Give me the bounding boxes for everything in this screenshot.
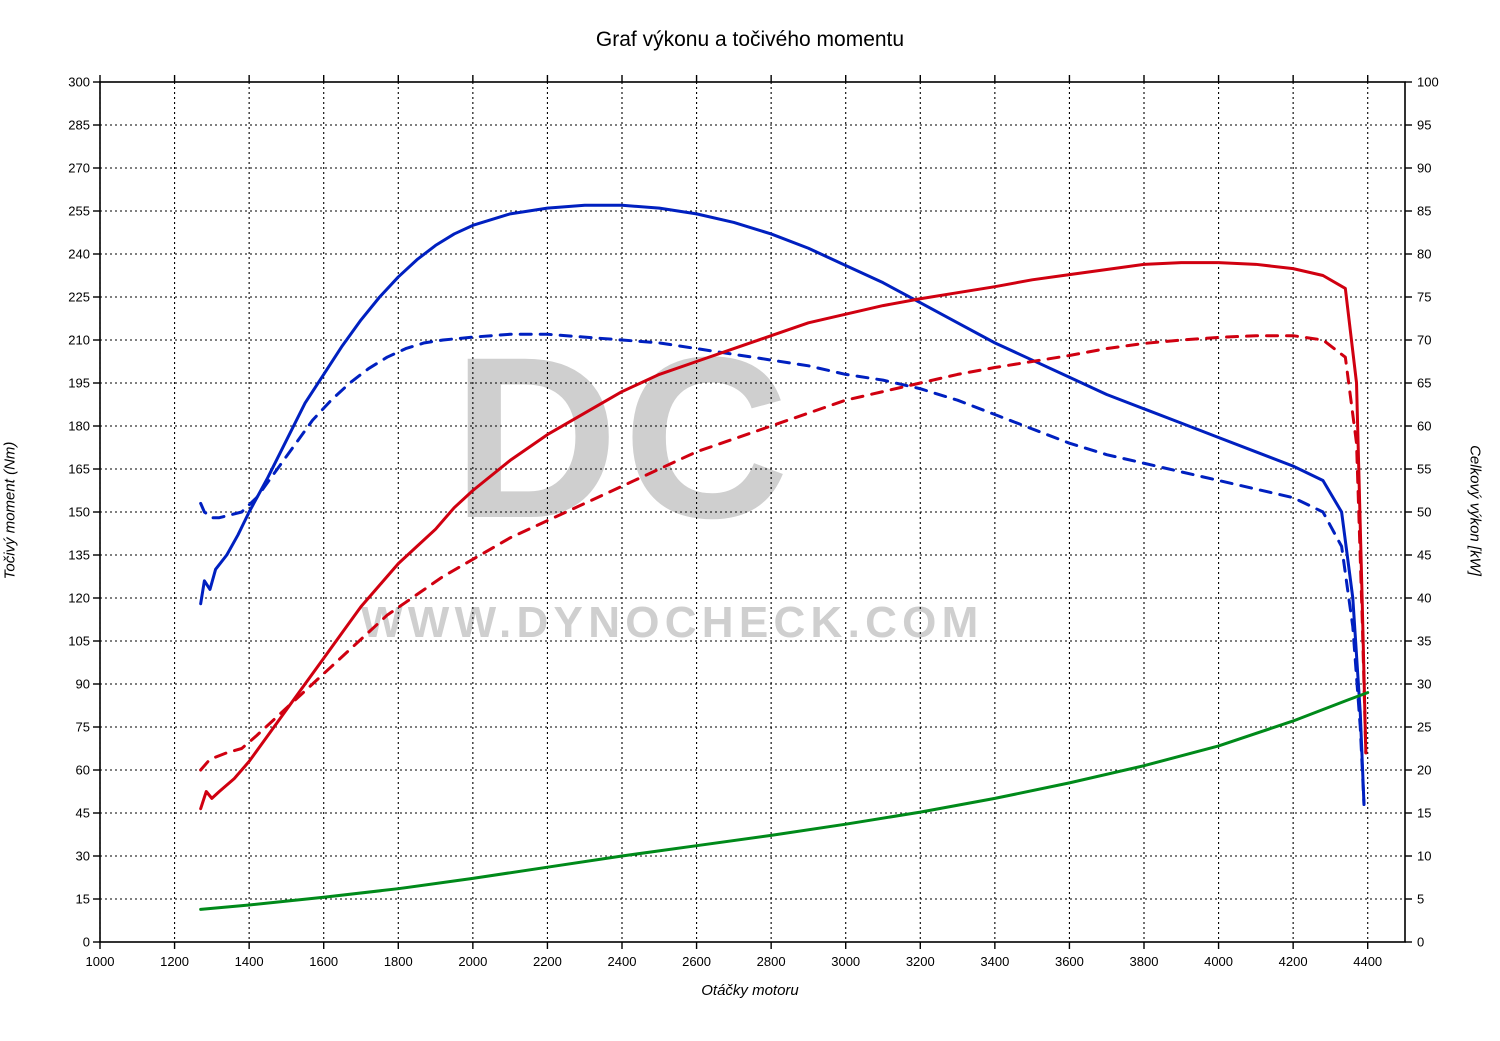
y-right-tick-label: 75 <box>1417 290 1431 305</box>
y-left-tick-label: 75 <box>55 720 90 735</box>
x-tick-label: 2000 <box>458 954 487 969</box>
series-torque_tuned <box>201 205 1364 804</box>
x-tick-label: 4200 <box>1279 954 1308 969</box>
y-left-tick-label: 90 <box>55 677 90 692</box>
x-tick-label: 3400 <box>980 954 1009 969</box>
y-right-tick-label: 100 <box>1417 75 1439 90</box>
y-right-tick-label: 5 <box>1417 892 1424 907</box>
x-tick-label: 2600 <box>682 954 711 969</box>
x-tick-label: 1600 <box>309 954 338 969</box>
y-right-tick-label: 10 <box>1417 849 1431 864</box>
y-right-tick-label: 15 <box>1417 806 1431 821</box>
x-tick-label: 2400 <box>608 954 637 969</box>
y-right-tick-label: 30 <box>1417 677 1431 692</box>
series-power_loss <box>201 693 1368 910</box>
y-right-tick-label: 40 <box>1417 591 1431 606</box>
y-left-tick-label: 165 <box>55 462 90 477</box>
y-left-tick-label: 300 <box>55 75 90 90</box>
y-right-tick-label: 60 <box>1417 419 1431 434</box>
y-right-tick-label: 50 <box>1417 505 1431 520</box>
x-tick-label: 1200 <box>160 954 189 969</box>
y-right-tick-label: 65 <box>1417 376 1431 391</box>
chart-svg <box>0 0 1500 1041</box>
y-left-tick-label: 135 <box>55 548 90 563</box>
x-tick-label: 1000 <box>86 954 115 969</box>
y-left-tick-label: 225 <box>55 290 90 305</box>
y-right-tick-label: 80 <box>1417 247 1431 262</box>
y-left-tick-label: 270 <box>55 161 90 176</box>
x-tick-label: 4000 <box>1204 954 1233 969</box>
y-right-tick-label: 70 <box>1417 333 1431 348</box>
y-left-tick-label: 60 <box>55 763 90 778</box>
x-tick-label: 3800 <box>1130 954 1159 969</box>
y-right-tick-label: 35 <box>1417 634 1431 649</box>
y-left-tick-label: 105 <box>55 634 90 649</box>
chart-container: { "chart": { "type": "line", "title": "G… <box>0 0 1500 1041</box>
x-tick-label: 3000 <box>831 954 860 969</box>
y-right-tick-label: 25 <box>1417 720 1431 735</box>
y-right-tick-label: 85 <box>1417 204 1431 219</box>
y-left-tick-label: 195 <box>55 376 90 391</box>
y-right-tick-label: 90 <box>1417 161 1431 176</box>
y-left-tick-label: 255 <box>55 204 90 219</box>
y-left-tick-label: 15 <box>55 892 90 907</box>
y-right-tick-label: 20 <box>1417 763 1431 778</box>
y-left-tick-label: 210 <box>55 333 90 348</box>
y-left-tick-label: 0 <box>55 935 90 950</box>
x-tick-label: 1400 <box>235 954 264 969</box>
x-tick-label: 4400 <box>1353 954 1382 969</box>
y-right-tick-label: 55 <box>1417 462 1431 477</box>
y-left-tick-label: 120 <box>55 591 90 606</box>
y-left-tick-label: 180 <box>55 419 90 434</box>
series-power_stock <box>201 336 1366 770</box>
y-left-tick-label: 150 <box>55 505 90 520</box>
y-left-tick-label: 285 <box>55 118 90 133</box>
x-tick-label: 3200 <box>906 954 935 969</box>
y-right-tick-label: 95 <box>1417 118 1431 133</box>
x-tick-label: 3600 <box>1055 954 1084 969</box>
y-left-tick-label: 30 <box>55 849 90 864</box>
y-left-tick-label: 45 <box>55 806 90 821</box>
y-right-tick-label: 0 <box>1417 935 1424 950</box>
x-tick-label: 2200 <box>533 954 562 969</box>
x-tick-label: 1800 <box>384 954 413 969</box>
y-left-tick-label: 240 <box>55 247 90 262</box>
x-tick-label: 2800 <box>757 954 786 969</box>
y-right-tick-label: 45 <box>1417 548 1431 563</box>
series-torque_stock <box>201 334 1364 804</box>
